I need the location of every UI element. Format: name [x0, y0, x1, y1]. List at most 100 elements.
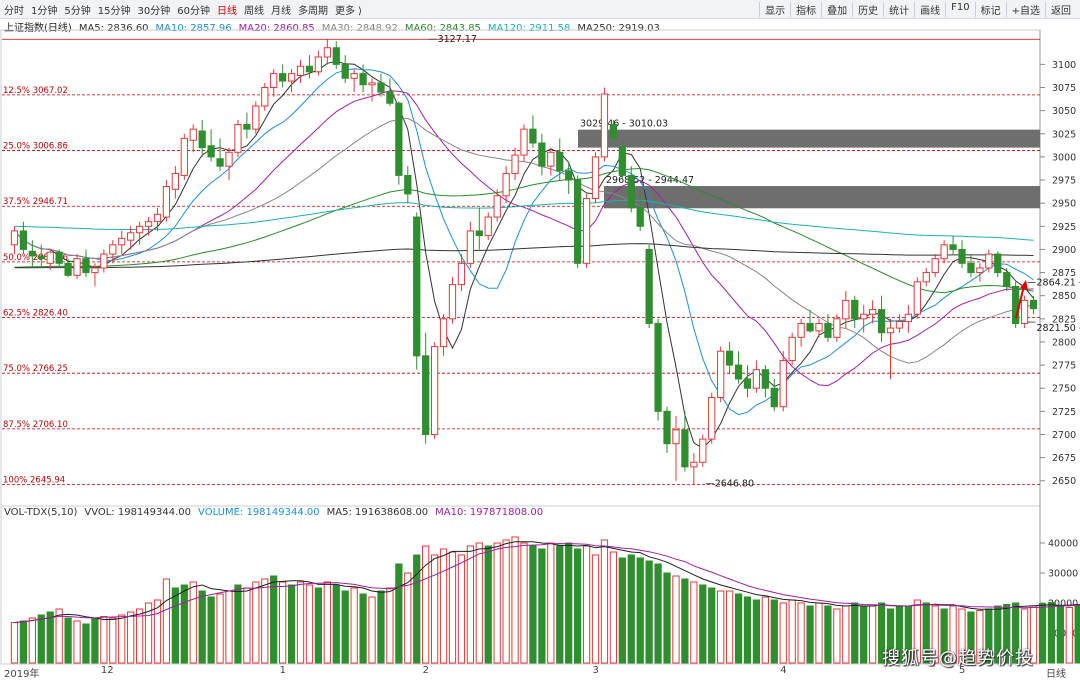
candle-body	[378, 83, 384, 92]
period-tab[interactable]: 周线	[244, 2, 264, 17]
candle-body	[905, 314, 911, 321]
volume-bar	[1075, 605, 1080, 664]
volume-bar	[610, 552, 616, 663]
volume-bar	[65, 618, 71, 663]
volume-bar	[583, 546, 589, 663]
candle-body	[20, 231, 26, 250]
candle-body	[1004, 273, 1010, 287]
candle-body	[682, 430, 688, 467]
volume-bar	[1048, 602, 1054, 663]
volume-bar	[47, 612, 53, 663]
volume-bar	[700, 585, 706, 663]
candle-body	[718, 351, 724, 397]
price-tick-label: 3025	[1052, 129, 1076, 140]
price-tick-label: 2850	[1052, 291, 1076, 302]
toolbar-button[interactable]: 叠加	[821, 2, 852, 17]
period-tab[interactable]: 日线	[217, 2, 237, 17]
price-tick-label: 2750	[1052, 384, 1076, 395]
candle-body	[762, 370, 768, 389]
candle-body	[65, 263, 71, 275]
candle-body	[476, 231, 482, 236]
zone-label: 2968.52 - 2944.47	[606, 175, 694, 186]
candle-body	[655, 323, 661, 411]
price-tick-label: 2650	[1052, 476, 1076, 487]
price-tick-label: 2900	[1052, 245, 1076, 256]
period-tab[interactable]: 15分钟	[98, 2, 131, 17]
volume-bar	[324, 582, 330, 663]
candle-body	[92, 268, 98, 273]
price-annotation: 2864.21 - 286	[1037, 278, 1080, 289]
toolbar-button[interactable]: 显示	[759, 2, 790, 17]
candle-body	[744, 379, 750, 388]
candle-body	[843, 300, 849, 319]
volume-bar	[709, 588, 715, 663]
volume-bar	[726, 591, 732, 663]
period-tab[interactable]: 月线	[271, 2, 291, 17]
toolbar-button[interactable]: F10	[945, 2, 974, 17]
candle-body	[619, 148, 625, 176]
candle-body	[941, 245, 947, 259]
candle-body	[959, 249, 965, 263]
volume-bar	[387, 588, 393, 663]
candle-body	[181, 138, 187, 175]
period-tab[interactable]: 多周期	[298, 2, 328, 17]
candle-body	[431, 347, 437, 435]
candle-body	[342, 64, 348, 78]
toolbar-button[interactable]: 画线	[914, 2, 945, 17]
volume-bar	[869, 606, 875, 663]
candle-body	[369, 83, 375, 85]
volume-bar	[288, 585, 294, 663]
candle-body	[932, 259, 938, 273]
ma250-line	[15, 244, 1034, 268]
volume-bar	[315, 588, 321, 663]
toolbar-button[interactable]: 标记	[975, 2, 1006, 17]
candle-body	[950, 245, 956, 250]
toolbar-button[interactable]: 返回	[1045, 2, 1076, 17]
toolbar-button[interactable]: 统计	[883, 2, 914, 17]
toolbar-button[interactable]: 历史	[852, 2, 883, 17]
volume-bar	[548, 543, 554, 663]
period-tab[interactable]: 1分钟	[31, 2, 57, 17]
price-tick-label: 2775	[1052, 361, 1076, 372]
toolbar-button[interactable]: 指标	[790, 2, 821, 17]
candle-body	[163, 187, 169, 218]
volume-bar	[735, 594, 741, 663]
volume-bar	[789, 600, 795, 663]
candle-body	[646, 249, 652, 323]
volume-bar	[655, 564, 661, 663]
candle-body	[869, 310, 875, 315]
volume-bar	[431, 555, 437, 663]
candle-body	[896, 322, 902, 328]
candlestick-chart[interactable]: 2650267527002725275027752800282528502875…	[0, 18, 1080, 677]
volume-bar	[154, 600, 160, 663]
candle-body	[315, 57, 321, 72]
volume-bar	[449, 552, 455, 663]
candle-body	[968, 263, 974, 272]
candle-body	[396, 103, 402, 175]
candle-body	[1030, 300, 1036, 308]
volume-bar	[181, 585, 187, 663]
candle-body	[288, 74, 294, 81]
volume-bar	[440, 549, 446, 663]
candle-body	[467, 231, 473, 263]
toolbar-button[interactable]: +自选	[1006, 2, 1045, 17]
candle-body	[136, 226, 142, 232]
candle-body	[494, 196, 500, 217]
volume-bar	[1057, 606, 1063, 663]
volume-bar	[512, 537, 518, 663]
candle-body	[807, 323, 813, 330]
fib-level-label: 100% 2645.94	[3, 476, 65, 486]
period-tab[interactable]: 5分钟	[64, 2, 90, 17]
price-tick-label: 2725	[1052, 407, 1076, 418]
volume-bar	[771, 600, 777, 663]
candle-body	[423, 356, 429, 435]
period-tab[interactable]: 30分钟	[137, 2, 170, 17]
volume-bar	[351, 588, 357, 663]
period-tab[interactable]: 60分钟	[177, 2, 210, 17]
candle-body	[691, 462, 697, 467]
period-tab[interactable]: 分时	[4, 2, 24, 17]
candle-body	[789, 337, 795, 360]
candle-body	[280, 74, 286, 81]
candle-body	[709, 397, 715, 439]
period-tab[interactable]: 更多 ⟩	[335, 2, 362, 17]
